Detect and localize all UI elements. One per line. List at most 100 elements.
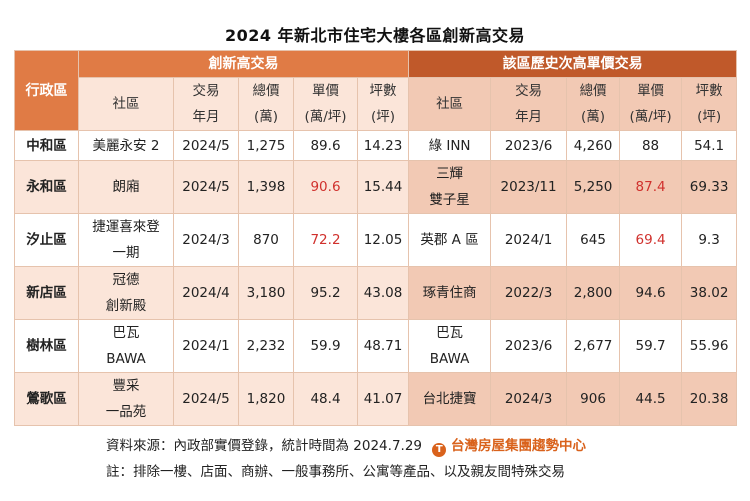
new-community-cell: 捷運喜來登 一期: [78, 213, 174, 267]
new-area-cell: 14.23: [356, 130, 410, 161]
new-total-price-cell: 3,180: [238, 266, 294, 320]
prev-col-header: 社區: [408, 77, 492, 131]
district-cell: 鶯歌區: [14, 372, 79, 426]
new-area-cell: 15.44: [356, 160, 410, 214]
new-area-cell: 48.71: [356, 319, 410, 373]
prev-total-price-cell: 2,800: [566, 266, 621, 320]
district-cell: 中和區: [14, 130, 79, 161]
prev-total-price-cell: 906: [566, 372, 621, 426]
prev-col-header: 單價 (萬/坪): [619, 77, 683, 131]
new-unit-price-cell: 95.2: [293, 266, 358, 320]
prev-unit-price-cell: 44.5: [619, 372, 683, 426]
community-name-line: 美麗永安 2: [92, 137, 160, 154]
col-header-line2: (萬): [253, 109, 279, 125]
col-header-line1: 單價: [637, 83, 665, 99]
prev-community-cell: 英郡 A 區: [408, 213, 492, 267]
district-cell: 汐止區: [14, 213, 79, 267]
prev-area-cell: 69.33: [681, 160, 738, 214]
new-community-cell: 巴瓦 BAWA: [78, 319, 174, 373]
new-community-cell: 冠德 創新殿: [78, 266, 174, 320]
community-name-line: 琢青住商: [422, 285, 477, 301]
page-title: 2024 年新北市住宅大樓各區創新高交易: [224, 26, 526, 45]
col-header-line1: 交易: [192, 83, 220, 99]
prev-community-cell: 巴瓦 BAWA: [408, 319, 492, 373]
col-header-line2: (坪): [697, 109, 722, 125]
new-area-cell: 12.05: [356, 213, 410, 267]
new-unit-price-cell: 59.9: [293, 319, 358, 373]
new-date-cell: 2024/5: [173, 160, 239, 214]
col-header-line1: 社區: [112, 96, 140, 112]
district-header: 行政區: [14, 50, 79, 131]
prev-area-cell: 55.96: [681, 319, 738, 373]
new-total-price-cell: 2,232: [238, 319, 294, 373]
new-unit-price-cell: 90.6: [293, 160, 358, 214]
community-name-line: BAWA: [429, 351, 470, 367]
prev-area-cell: 20.38: [681, 372, 738, 426]
prev-total-price-cell: 4,260: [566, 130, 621, 161]
prev-community-cell: 三輝 雙子星: [408, 160, 492, 214]
new-area-cell: 41.07: [356, 372, 410, 426]
new-community-cell: 朗廂: [78, 160, 174, 214]
new-total-price-cell: 1,398: [238, 160, 294, 214]
new-community-cell: 豐采 一品苑: [78, 372, 174, 426]
table-row: 新店區 冠德 創新殿 2024/4 3,180 95.2 43.08 琢青住商 2022/3 2,…: [14, 266, 738, 320]
table-row: 永和區 朗廂 2024/5 1,398 90.6 15.44 三輝 雙子星 2023/11 5,2…: [14, 160, 738, 214]
new-total-price-cell: 1,820: [238, 372, 294, 426]
prev-area-cell: 54.1: [681, 130, 738, 161]
community-name-line: 一期: [112, 245, 140, 261]
prev-unit-price-cell: 88: [619, 130, 683, 161]
col-header-line1: 單價: [312, 83, 339, 99]
prev-area-cell: 9.3: [681, 213, 738, 267]
new-area-cell: 43.08: [356, 266, 410, 320]
col-header-line2: (萬): [581, 109, 606, 125]
col-header-line1: 總價: [579, 83, 607, 99]
district-cell: 新店區: [14, 266, 79, 320]
new-date-cell: 2024/1: [173, 319, 239, 373]
brand-logo-icon: T: [432, 443, 447, 457]
community-name-line: 捷運喜來登: [92, 219, 160, 235]
col-header-line2: (坪): [371, 109, 396, 125]
prev-total-price-cell: 5,250: [566, 160, 621, 214]
district-cell: 樹林區: [14, 319, 79, 373]
group-header-prev-high: 該區歷史次高單價交易: [408, 50, 738, 78]
community-name-line: 冠德: [112, 272, 140, 288]
prev-community-cell: 台北捷寶: [408, 372, 492, 426]
prev-date-cell: 2023/6: [490, 319, 568, 373]
new-community-cell: 美麗永安 2: [78, 130, 174, 161]
source-text: 資料來源：內政部實價登錄，統計時間為 2024.7.29: [106, 438, 422, 454]
community-name-line: BAWA: [106, 351, 146, 367]
col-header-line1: 總價: [252, 83, 280, 99]
community-name-line: 朗廂: [112, 179, 140, 195]
table-row: 鶯歌區 豐采 一品苑 2024/5 1,820 48.4 41.07 台北捷寶 2024/3 90…: [14, 372, 738, 426]
district-cell: 永和區: [14, 160, 79, 214]
prev-unit-price-cell: 59.7: [619, 319, 683, 373]
col-header-line2: 年月: [515, 109, 543, 125]
col-header-line2: 年月: [192, 109, 220, 125]
new-col-header: 總價 (萬): [238, 77, 294, 131]
community-name-line: 巴瓦: [436, 325, 464, 341]
prev-date-cell: 2023/6: [490, 130, 568, 161]
new-date-cell: 2024/4: [173, 266, 239, 320]
prev-unit-price-cell: 69.4: [619, 213, 683, 267]
new-date-cell: 2024/3: [173, 213, 239, 267]
prev-date-cell: 2024/1: [490, 213, 568, 267]
col-header-line1: 坪數: [695, 83, 723, 99]
community-name-line: 豐采: [112, 378, 140, 394]
prev-community-cell: 綠 INN: [408, 130, 492, 161]
community-name-line: 創新殿: [105, 298, 147, 314]
table-row: 汐止區 捷運喜來登 一期 2024/3 870 72.2 12.05 英郡 A 區 2024/1…: [14, 213, 738, 267]
group-header-new-high: 創新高交易: [77, 50, 410, 78]
new-unit-price-cell: 48.4: [293, 372, 358, 426]
data-source-note: 資料來源：內政部實價登錄，統計時間為 2024.7.29 T 台灣房屋集團趨勢中…: [106, 434, 586, 457]
new-total-price-cell: 1,275: [238, 130, 294, 161]
prev-unit-price-cell: 87.4: [619, 160, 683, 214]
col-header-line1: 坪數: [369, 83, 397, 99]
col-header-line1: 社區: [436, 96, 464, 112]
exclusion-note: 註：排除一樓、店面、商辦、一般事務所、公寓等產品、以及親友間特殊交易: [106, 464, 565, 480]
prev-col-header: 交易 年月: [490, 77, 568, 131]
brand-label: T 台灣房屋集團趨勢中心: [432, 438, 586, 457]
col-header-line1: 交易: [515, 83, 543, 99]
table-row: 樹林區 巴瓦 BAWA 2024/1 2,232 59.9 48.71 巴瓦 BAWA 2023/…: [14, 319, 738, 373]
community-name-line: 巴瓦: [112, 325, 140, 341]
new-unit-price-cell: 89.6: [293, 130, 358, 161]
